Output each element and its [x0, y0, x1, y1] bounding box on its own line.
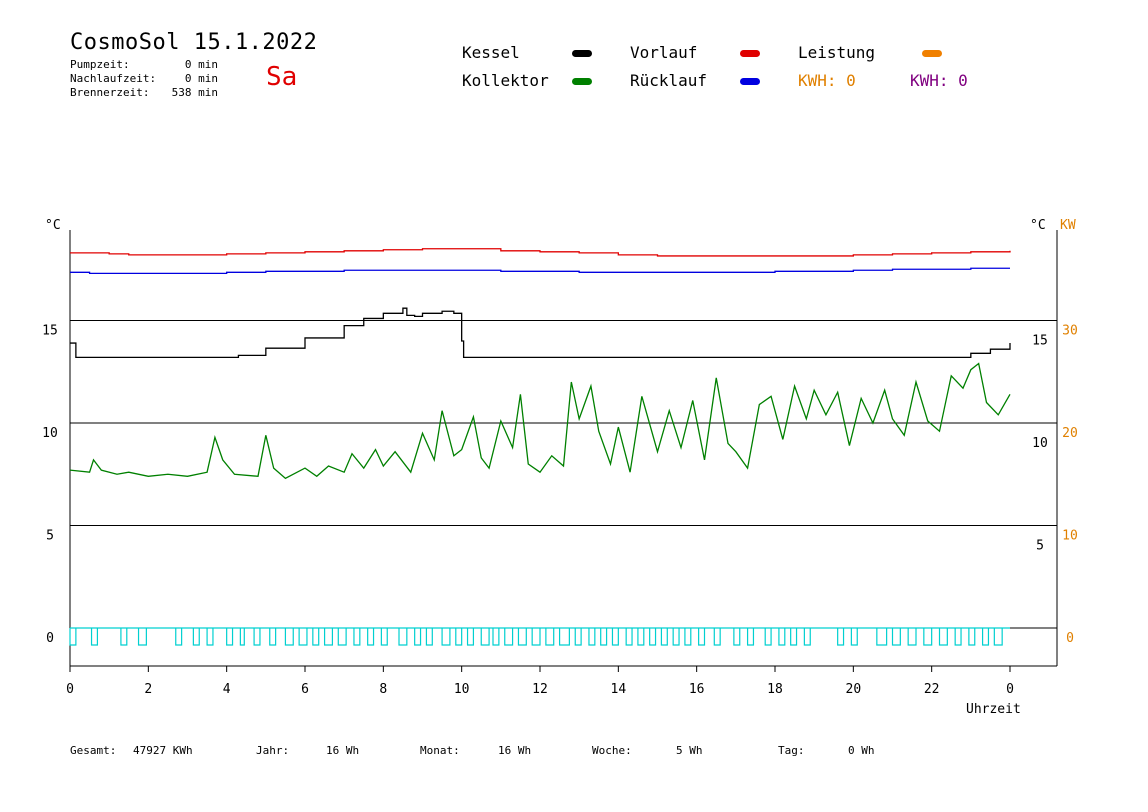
stat-value-nachlaufzeit: 0 min	[184, 72, 218, 85]
y-left-unit: °C	[45, 218, 61, 233]
legend-kessel-swatch	[572, 50, 592, 57]
y-left-tick-label: 5	[46, 529, 54, 544]
x-tick-label: 16	[689, 682, 705, 697]
legend-leistung-label: Leistung	[798, 43, 876, 62]
chart-title: CosmoSol 15.1.2022	[70, 30, 318, 55]
footer-jahr-value: 16 Wh	[326, 744, 360, 757]
stat-value-pumpzeit: 0 min	[184, 58, 218, 71]
footer-monat-label: Monat:	[420, 744, 460, 757]
stat-label-nachlaufzeit: Nachlaufzeit:	[70, 72, 157, 85]
footer-tag-value: 0 Wh	[848, 744, 875, 757]
legend-kollektor-label: Kollektor	[462, 71, 549, 90]
legend-kwh-purple: KWH: 0	[910, 71, 968, 90]
legend-ruecklauf-swatch	[740, 78, 760, 85]
legend-vorlauf-label: Vorlauf	[630, 43, 698, 62]
x-axis-label: Uhrzeit	[966, 702, 1021, 717]
legend-leistung-swatch	[922, 50, 942, 57]
weekday-label: Sa	[266, 62, 298, 92]
legend-kollektor-swatch	[572, 78, 592, 85]
footer-tag-label: Tag:	[778, 744, 805, 757]
legend-kwh-orange: KWH: 0	[798, 71, 856, 90]
x-tick-label: 0	[66, 682, 74, 697]
footer-monat-value: 16 Wh	[498, 744, 532, 757]
y-left-tick-label: 0	[46, 631, 54, 646]
y-right-unit: °C	[1030, 218, 1046, 233]
x-tick-label: 2	[144, 682, 152, 697]
legend-ruecklauf-label: Rücklauf	[630, 71, 708, 90]
y-left-tick-label: 15	[42, 324, 58, 339]
footer-jahr-label: Jahr:	[256, 744, 290, 757]
series-kessel	[70, 307, 1011, 359]
y-right-kw-tick-label: 0	[1066, 631, 1074, 646]
x-tick-label: 0	[1006, 682, 1014, 697]
x-tick-label: 6	[301, 682, 309, 697]
legend-vorlauf-swatch	[740, 50, 760, 57]
series-rcklauf	[70, 267, 1010, 274]
series-kollektor	[69, 362, 1011, 480]
y-right-celsius-tick-label: 15	[1032, 334, 1048, 349]
x-tick-label: 20	[846, 682, 862, 697]
stat-label-brennerzeit: Brennerzeit:	[70, 86, 150, 99]
y-right-kw-tick-label: 10	[1062, 529, 1078, 544]
x-tick-label: 22	[924, 682, 940, 697]
y-right-celsius-tick-label: 10	[1032, 436, 1048, 451]
footer-woche-value: 5 Wh	[676, 744, 703, 757]
y-right-celsius-tick-label: 5	[1036, 539, 1044, 554]
x-tick-label: 14	[611, 682, 627, 697]
x-tick-label: 12	[532, 682, 548, 697]
x-tick-label: 8	[379, 682, 387, 697]
y-right-kw-tick-label: 20	[1062, 426, 1078, 441]
footer-gesamt-label: Gesamt:	[70, 744, 117, 757]
y-right-kw-tick-label: 30	[1062, 324, 1078, 339]
x-tick-label: 10	[454, 682, 470, 697]
x-tick-label: 18	[767, 682, 783, 697]
series-vorlauf	[70, 248, 1011, 257]
x-tick-label: 4	[223, 682, 231, 697]
y-left-tick-label: 10	[42, 426, 58, 441]
legend-kessel-label: Kessel	[462, 43, 520, 62]
y-right-kw-unit: KW	[1060, 218, 1076, 233]
series-pump	[69, 628, 1003, 646]
footer-woche-label: Woche:	[592, 744, 632, 757]
stat-label-pumpzeit: Pumpzeit:	[70, 58, 130, 71]
footer-gesamt-value: 47927 KWh	[133, 744, 193, 757]
stat-value-brennerzeit: 538 min	[171, 86, 218, 99]
